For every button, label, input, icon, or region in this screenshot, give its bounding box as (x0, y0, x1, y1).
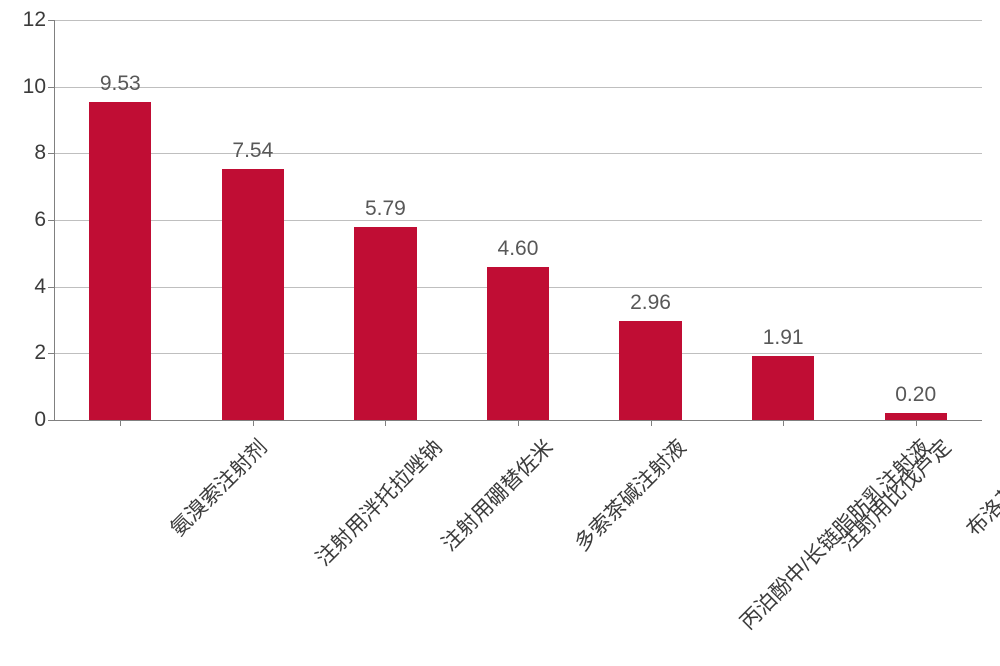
gridline (54, 220, 982, 221)
x-tick-label: 布洛芬注射液 (959, 432, 1000, 542)
y-tick-label: 8 (34, 141, 54, 165)
y-tick-label: 0 (34, 408, 54, 432)
y-tick-label: 4 (34, 275, 54, 299)
x-tick-label: 氨溴索注射剂 (163, 432, 273, 542)
y-axis-line (54, 20, 55, 420)
x-tick-label: 多索茶碱注射液 (567, 432, 692, 557)
y-tick-label: 12 (23, 8, 54, 32)
bar: 0.20 (885, 413, 947, 420)
bar-value-label: 1.91 (763, 326, 804, 350)
gridline (54, 153, 982, 154)
x-tick-mark (253, 420, 254, 426)
bar: 5.79 (354, 227, 416, 420)
x-tick-mark (651, 420, 652, 426)
x-tick-mark (518, 420, 519, 426)
x-tick-mark (120, 420, 121, 426)
x-tick-mark (783, 420, 784, 426)
x-tick-mark (916, 420, 917, 426)
bar-value-label: 5.79 (365, 197, 406, 221)
x-tick-label: 注射用硼替佐米 (434, 432, 559, 557)
x-tick-label: 注射用泮托拉唑钠 (308, 432, 448, 572)
bar-value-label: 0.20 (895, 383, 936, 407)
plot-area: 0246810129.53氨溴索注射剂7.54注射用泮托拉唑钠5.79注射用硼替… (54, 20, 982, 420)
bar-value-label: 9.53 (100, 72, 141, 96)
bar: 1.91 (752, 356, 814, 420)
bar: 7.54 (222, 169, 284, 420)
bar-value-label: 7.54 (232, 139, 273, 163)
x-tick-mark (385, 420, 386, 426)
y-tick-label: 6 (34, 208, 54, 232)
bar: 9.53 (89, 102, 151, 420)
gridline (54, 87, 982, 88)
y-tick-label: 2 (34, 341, 54, 365)
bar: 2.96 (619, 321, 681, 420)
bar-chart: 0246810129.53氨溴索注射剂7.54注射用泮托拉唑钠5.79注射用硼替… (0, 0, 1000, 666)
bar-value-label: 2.96 (630, 291, 671, 315)
y-tick-label: 10 (23, 75, 54, 99)
bar-value-label: 4.60 (498, 237, 539, 261)
bar: 4.60 (487, 267, 549, 420)
gridline (54, 20, 982, 21)
